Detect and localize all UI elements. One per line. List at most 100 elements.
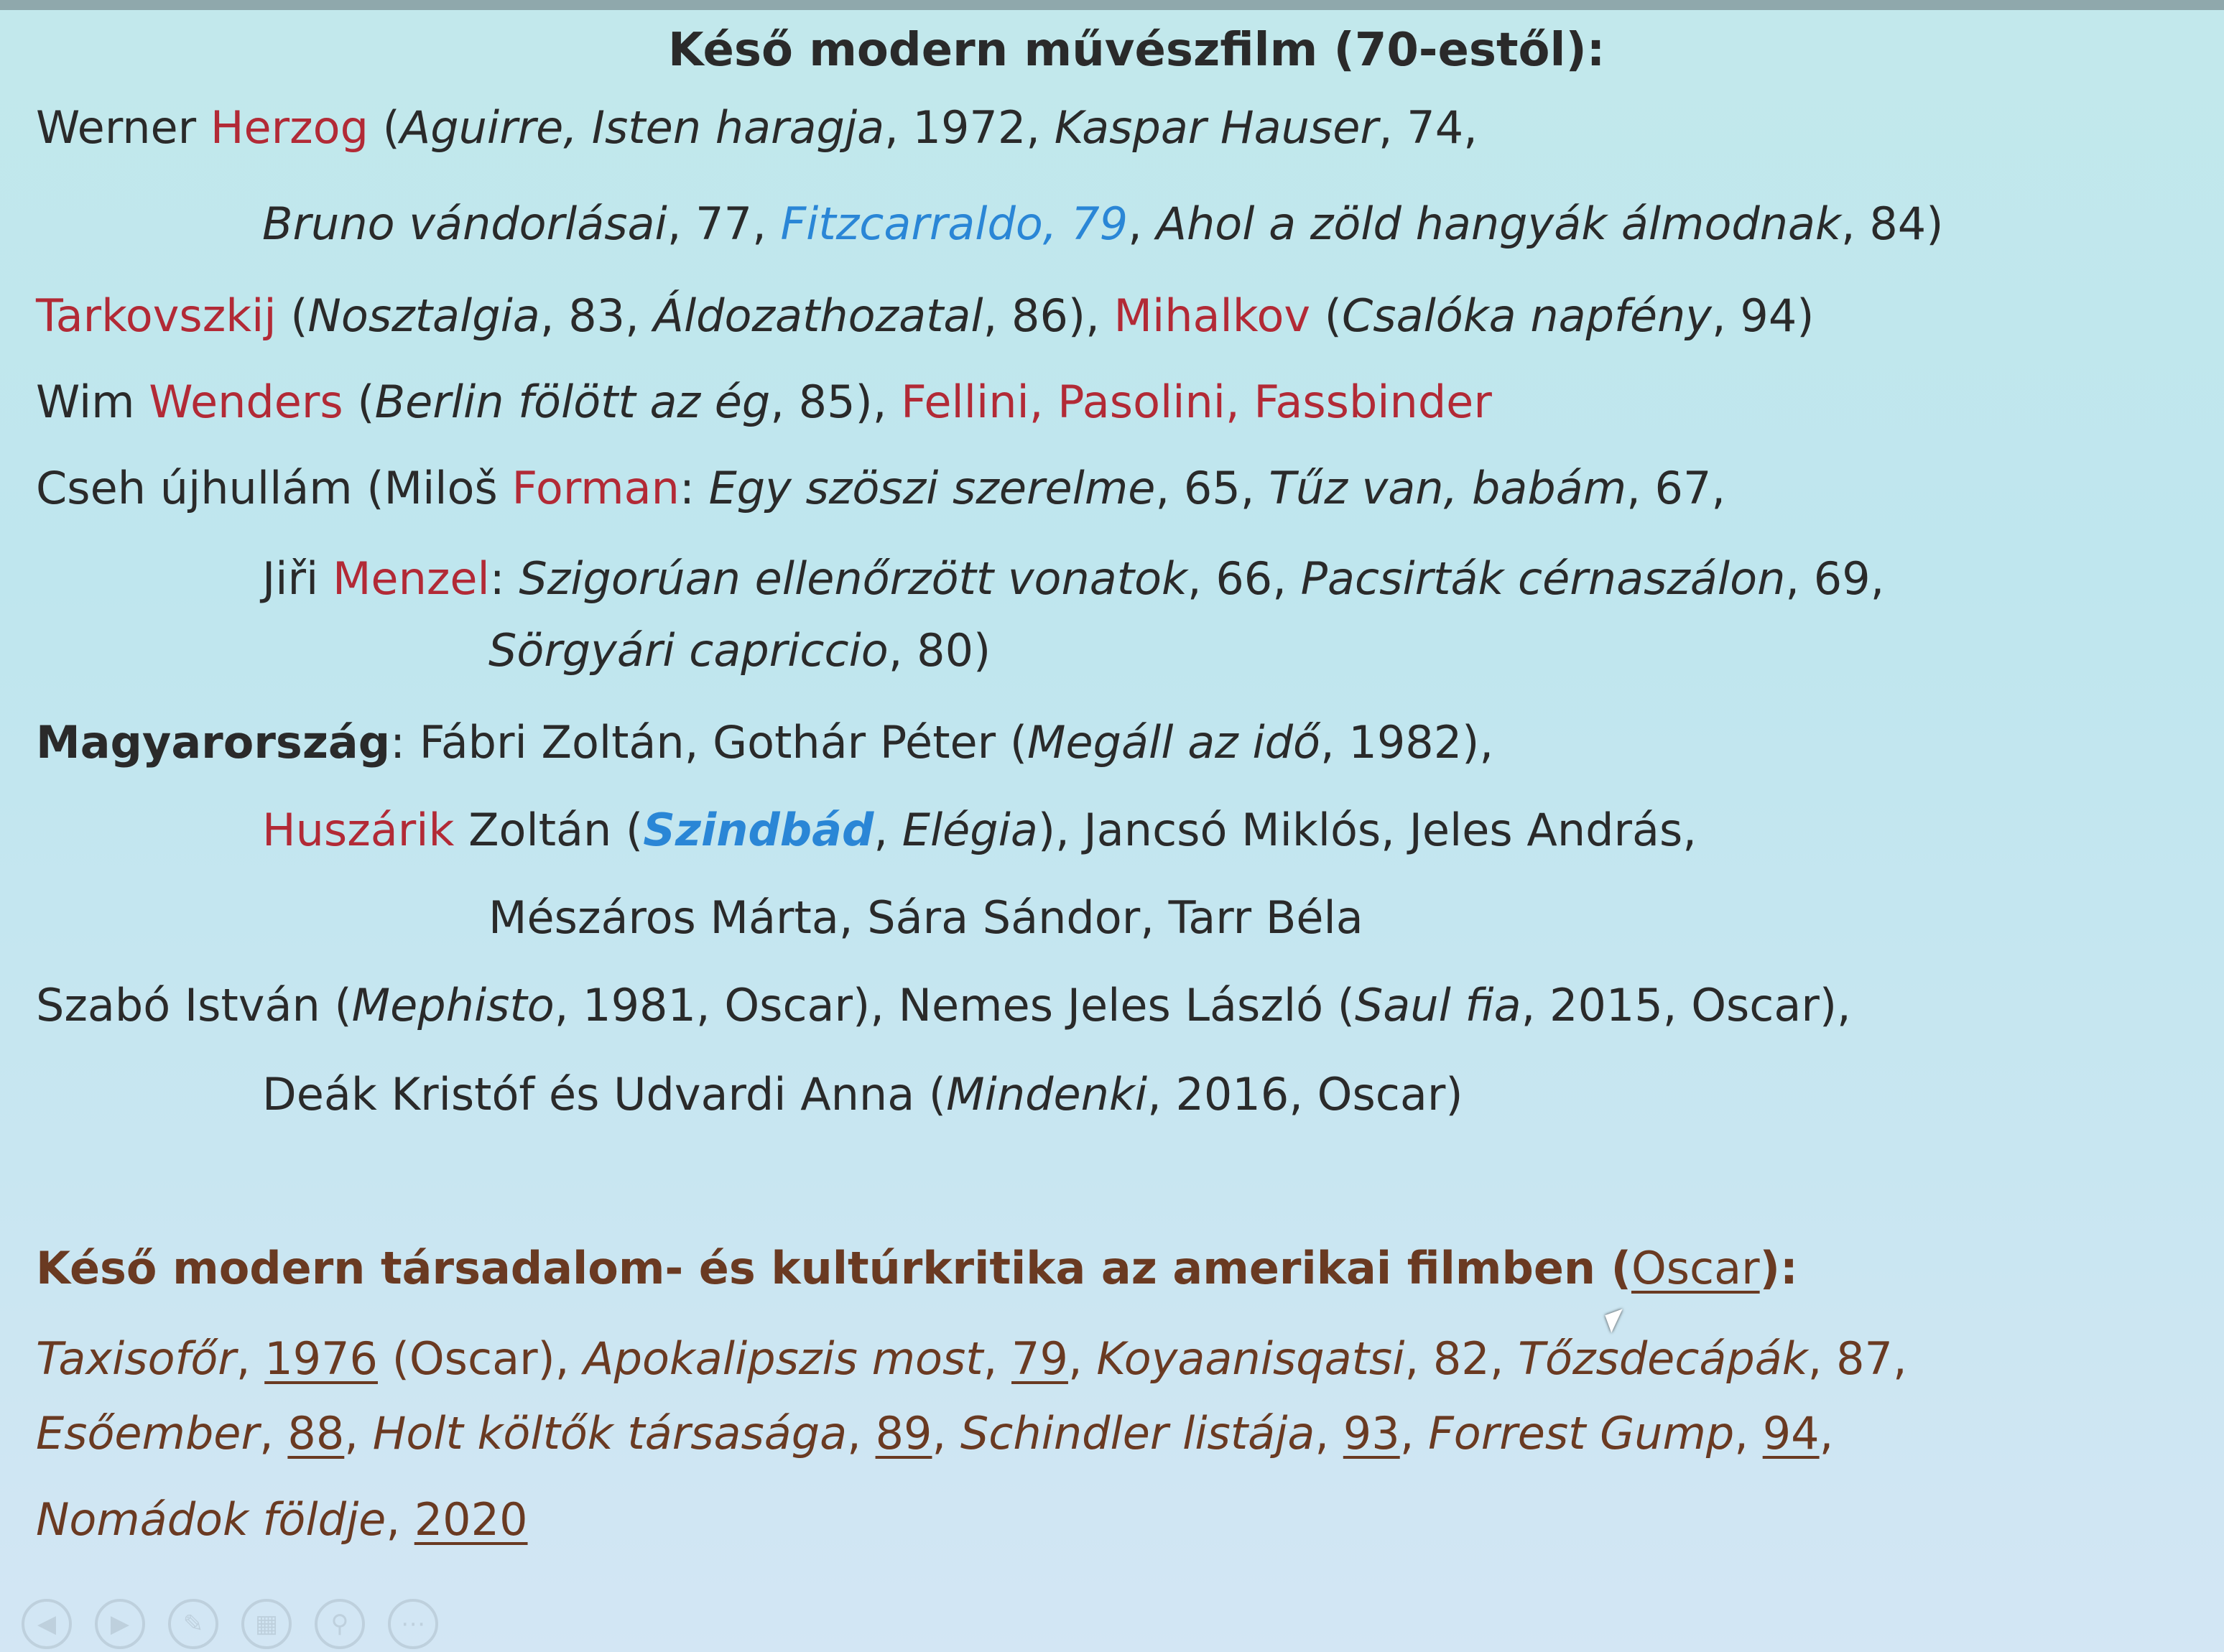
text: , (1399, 1407, 1429, 1460)
year: 89 (875, 1407, 932, 1460)
heading-amerikai-film: Késő modern társadalom- és kultúrkritika… (36, 1240, 1798, 1297)
film-title: Holt költők társasága (372, 1407, 848, 1460)
year: 2020 (414, 1493, 528, 1546)
text: , (1734, 1407, 1763, 1460)
text: , (1067, 1332, 1097, 1385)
text: , (344, 1407, 373, 1460)
text: , 66, (1187, 552, 1301, 605)
text: , 80) (888, 624, 991, 677)
text: (Oscar), (377, 1332, 584, 1385)
film-title: Forrest Gump (1428, 1407, 1735, 1460)
film-title: Taxisofőr (36, 1332, 236, 1385)
text: , (1315, 1407, 1343, 1460)
line-szabo: Szabó István (Mephisto, 1981, Oscar), Ne… (36, 977, 1851, 1034)
slides-icon[interactable]: ▦ (241, 1599, 292, 1649)
line-us-films-3: Nomádok földje, 2020 (36, 1491, 528, 1549)
film-title: Nomádok földje (36, 1493, 386, 1546)
text: Deák Kristóf és Udvardi Anna ( (262, 1068, 947, 1120)
film-title: Schindler listája (960, 1407, 1315, 1460)
slideshow-toolbar: ◀ ▶ ✎ ▦ ⚲ ⋯ (22, 1599, 438, 1649)
text: , (874, 804, 902, 856)
line-us-films-1: Taxisofőr, 1976 (Oscar), Apokalipszis mo… (36, 1330, 1907, 1388)
slide-title: Késő modern művészfilm (70-estől): (668, 24, 1606, 77)
mouse-cursor (1605, 1309, 1629, 1333)
line-magyarorszag: Magyarország: Fábri Zoltán, Gothár Péter… (36, 714, 1493, 771)
text: , (259, 1407, 288, 1460)
text: , 74, (1378, 101, 1478, 154)
text: , (1819, 1407, 1834, 1460)
text: : (679, 462, 709, 514)
text: Jiři (262, 552, 333, 605)
year: 79 (1011, 1332, 1068, 1385)
film-title: Saul fia (1354, 979, 1521, 1031)
line-menzel-cont: Sörgyári capriccio, 80) (488, 622, 991, 679)
line-huszarik: Huszárik Zoltán (Szindbád, Elégia), Janc… (262, 802, 1697, 859)
year: 1976 (264, 1332, 378, 1385)
text: Szabó István ( (36, 979, 352, 1031)
line-us-films-2: Esőember, 88, Holt költők társasága, 89,… (36, 1405, 1833, 1462)
text: : (489, 552, 519, 605)
text: , 85), (770, 376, 902, 428)
year: 94 (1762, 1407, 1820, 1460)
text: , (386, 1493, 414, 1546)
film-title: Ahol a zöld hangyák álmodnak (1156, 198, 1841, 250)
name-forman: Forman (511, 462, 680, 514)
text: Wim (36, 376, 149, 428)
film-title: Apokalipszis most (583, 1332, 983, 1385)
text: Werner (36, 101, 210, 154)
text: , 84) (1840, 198, 1944, 250)
text: ( (368, 101, 400, 154)
film-title: Megáll az idő (1027, 716, 1320, 769)
text: : Fábri Zoltán, Gothár Péter ( (390, 716, 1028, 769)
previous-icon[interactable]: ◀ (22, 1599, 72, 1649)
pen-icon[interactable]: ✎ (168, 1599, 218, 1649)
name-herzog: Herzog (210, 101, 369, 154)
top-bezel (0, 0, 2224, 10)
name-wenders: Wenders (149, 376, 343, 428)
text: Cseh újhullám (Miloš (36, 462, 512, 514)
text: , (1128, 198, 1157, 250)
film-title: Áldozathozatal (653, 289, 983, 342)
zoom-icon[interactable]: ⚲ (315, 1599, 365, 1649)
text: ( (343, 376, 375, 428)
text: , 94) (1711, 289, 1815, 342)
film-title: Tűz van, babám (1269, 462, 1627, 514)
text: , (983, 1332, 1012, 1385)
film-title: Egy szöszi szerelme (708, 462, 1156, 514)
more-icon[interactable]: ⋯ (388, 1599, 438, 1649)
film-title: Aguirre, Isten haragja (399, 101, 885, 154)
text: ), Jancsó Miklós, Jeles András, (1037, 804, 1697, 856)
heading-magyarorszag: Magyarország (36, 716, 391, 769)
text: Zoltán ( (454, 804, 644, 856)
year: 93 (1343, 1407, 1400, 1460)
text: , 69, (1785, 552, 1885, 605)
film-title: Mindenki (946, 1068, 1148, 1120)
name-menzel: Menzel (332, 552, 490, 605)
text: , 2015, Oscar), (1521, 979, 1851, 1031)
text: , 67, (1626, 462, 1726, 514)
text: , 1982), (1320, 716, 1494, 769)
name-huszarik: Huszárik (262, 804, 455, 856)
line-menzel: Jiři Menzel: Szigorúan ellenőrzött vonat… (262, 550, 1884, 608)
text: , 2016, Oscar) (1147, 1068, 1463, 1120)
next-icon[interactable]: ▶ (95, 1599, 145, 1649)
text: , 1981, Oscar), Nemes Jeles László ( (554, 979, 1355, 1031)
text: , (932, 1407, 960, 1460)
line-deak: Deák Kristóf és Udvardi Anna (Mindenki, … (262, 1066, 1463, 1123)
film-title: Koyaanisqatsi (1096, 1332, 1405, 1385)
line-herzog: Werner Herzog (Aguirre, Isten haragja, 1… (36, 99, 1478, 157)
film-title: Csalóka napfény (1342, 289, 1712, 342)
film-title-highlight: Fitzcarraldo, 79 (780, 198, 1129, 250)
film-title: Pacsirták cérnaszálon (1300, 552, 1786, 605)
line-meszaros: Mészáros Márta, Sára Sándor, Tarr Béla (488, 889, 1363, 947)
film-title-highlight: Szindbád (643, 804, 874, 856)
film-title: Esőember (36, 1407, 259, 1460)
film-title: Kaspar Hauser (1054, 101, 1379, 154)
text: , 83, (539, 289, 654, 342)
text: , (236, 1332, 265, 1385)
name-mihalkov: Mihalkov (1113, 289, 1311, 342)
film-title: Elégia (902, 804, 1038, 856)
text: ( (1595, 1242, 1631, 1294)
line-herzog-cont: Bruno vándorlásai, 77, Fitzcarraldo, 79,… (262, 195, 1943, 253)
